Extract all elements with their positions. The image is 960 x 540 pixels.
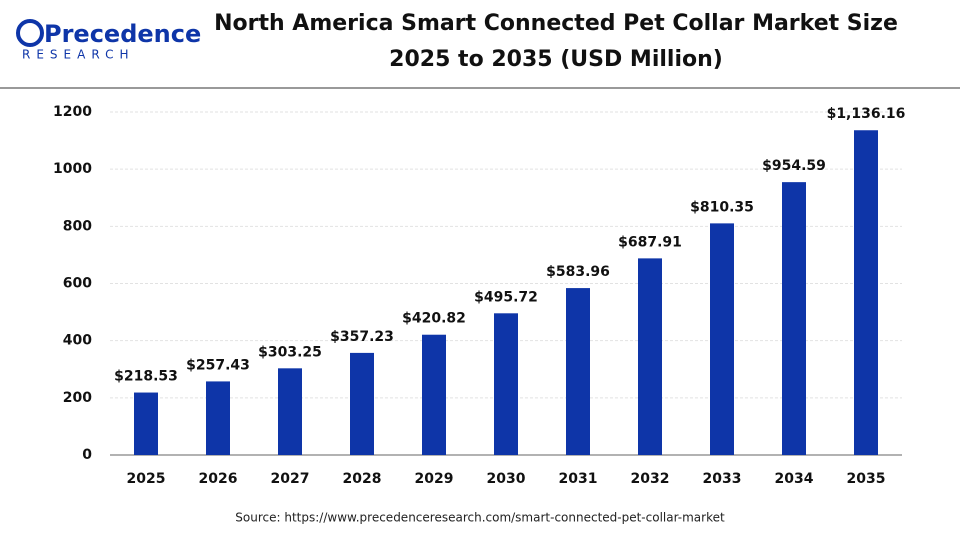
logo-sub: RESEARCH — [22, 48, 134, 62]
bar — [782, 182, 806, 455]
chart-title: North America Smart Connected Pet Collar… — [214, 11, 898, 36]
bar — [350, 352, 374, 455]
x-tick-label: 2030 — [487, 471, 526, 487]
y-tick-label: 400 — [63, 333, 92, 349]
y-tick-label: 1200 — [53, 104, 92, 120]
value-label: $303.25 — [258, 344, 322, 360]
x-tick-label: 2035 — [847, 471, 886, 487]
x-tick-label: 2032 — [631, 471, 670, 487]
value-label: $583.96 — [546, 264, 610, 280]
bar — [422, 334, 446, 455]
x-tick-label: 2026 — [199, 471, 238, 487]
logo-name: Precedence — [44, 20, 201, 48]
x-tick-label: 2028 — [343, 471, 382, 487]
y-tick-label: 0 — [82, 447, 92, 463]
bar — [134, 392, 158, 455]
bar — [494, 313, 518, 455]
chart-subtitle: 2025 to 2035 (USD Million) — [389, 47, 723, 72]
x-tick-label: 2033 — [703, 471, 742, 487]
logo: Precedence RESEARCH — [16, 19, 201, 62]
bar — [638, 258, 662, 455]
value-label: $420.82 — [402, 311, 466, 327]
value-label: $218.53 — [114, 369, 178, 385]
y-tick-label: 800 — [63, 218, 92, 234]
x-tick-label: 2034 — [775, 471, 814, 487]
y-tick-label: 600 — [63, 276, 92, 292]
x-tick-label: 2031 — [559, 471, 598, 487]
value-label: $1,136.16 — [827, 106, 906, 122]
value-label: $954.59 — [762, 158, 826, 174]
bar — [710, 223, 734, 455]
value-label: $687.91 — [618, 234, 682, 250]
y-tick-label: 200 — [63, 390, 92, 406]
bar — [854, 130, 878, 455]
x-tick-label: 2025 — [127, 471, 166, 487]
value-label: $257.43 — [186, 357, 250, 373]
x-tick-label: 2029 — [415, 471, 454, 487]
value-label: $810.35 — [690, 199, 754, 215]
value-label: $495.72 — [474, 289, 538, 305]
bar — [566, 288, 590, 455]
x-tick-label: 2027 — [271, 471, 310, 487]
value-label: $357.23 — [330, 329, 394, 345]
source: Source: https://www.precedenceresearch.c… — [235, 511, 725, 525]
bar — [206, 381, 230, 455]
y-tick-label: 1000 — [53, 161, 92, 177]
logo-mark — [16, 19, 44, 47]
bar — [278, 368, 302, 455]
